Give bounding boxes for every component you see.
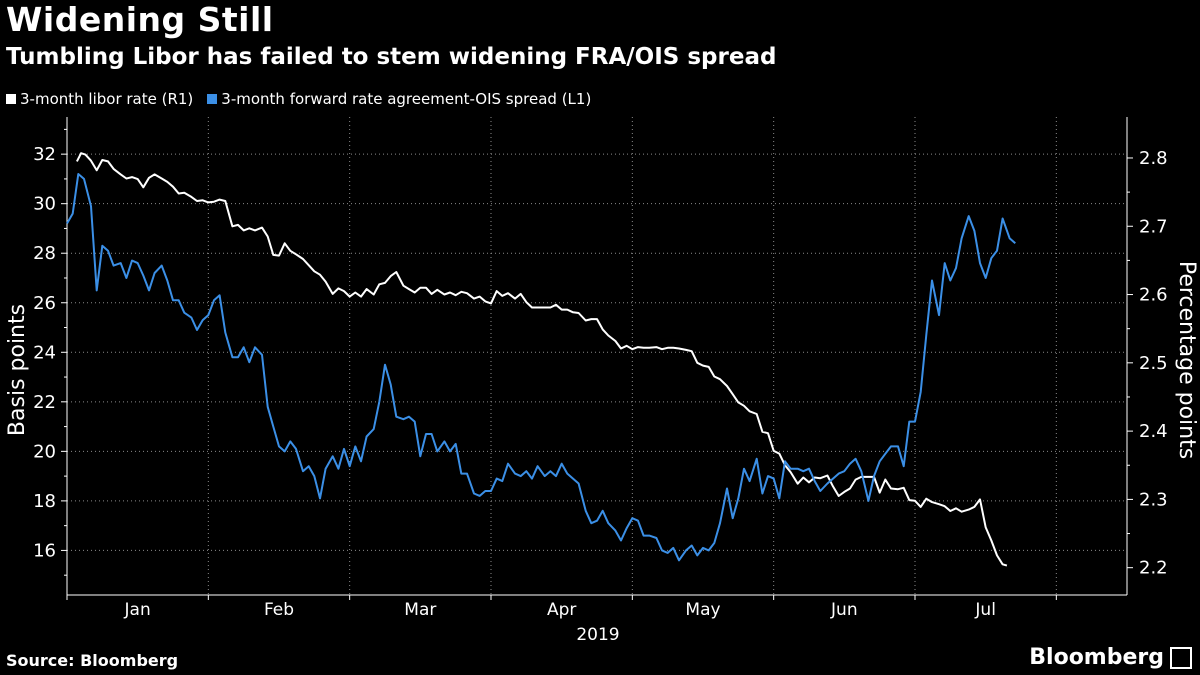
y-right-tick-label: 2.4 bbox=[1139, 421, 1168, 442]
source-note: Source: Bloomberg bbox=[6, 651, 179, 670]
grid bbox=[67, 117, 1127, 595]
logo-text: Bloomberg bbox=[1029, 645, 1164, 670]
legend-label-spread: 3-month forward rate agreement-OIS sprea… bbox=[221, 90, 592, 108]
libor-rate-line bbox=[76, 152, 1008, 567]
y-axis-right-label: Percentage points bbox=[1174, 261, 1199, 459]
y-left-tick-label: 26 bbox=[33, 293, 56, 314]
y-left-tick-label: 28 bbox=[33, 243, 56, 264]
series-lines bbox=[66, 152, 1016, 567]
y-left-tick-label: 24 bbox=[33, 342, 56, 363]
y-axis-left-label: Basis points bbox=[5, 304, 30, 436]
axes: 16 18 20 22 24 26 28 30 32 2.2 2.3 2.4 2.5 2.6 2.7 2.8 J… bbox=[33, 117, 1168, 620]
x-tick-label: Apr bbox=[547, 600, 576, 620]
legend-label-libor: 3-month libor rate (R1) bbox=[20, 90, 194, 108]
chart-subtitle: Tumbling Libor has failed to stem wideni… bbox=[6, 44, 777, 70]
x-tick-label: Jun bbox=[830, 600, 858, 620]
y-left-tick-label: 30 bbox=[33, 194, 56, 215]
y-left-tick-label: 22 bbox=[33, 392, 56, 413]
chart-title: Widening Still bbox=[6, 0, 274, 39]
y-left-tick-label: 20 bbox=[33, 441, 56, 462]
fra-ois-spread-line bbox=[66, 173, 1016, 562]
legend-item-spread: 3-month forward rate agreement-OIS sprea… bbox=[207, 90, 591, 108]
y-right-tick-label: 2.7 bbox=[1139, 216, 1168, 237]
x-axis-label: 2019 bbox=[576, 625, 619, 645]
y-left-tick-label: 18 bbox=[33, 491, 56, 512]
legend-swatch-libor bbox=[6, 94, 16, 104]
bloomberg-logo: Bloomberg bbox=[1029, 645, 1192, 670]
y-left-tick-label: 32 bbox=[33, 144, 56, 165]
y-right-tick-label: 2.6 bbox=[1139, 285, 1168, 306]
x-tick-label: Jul bbox=[974, 600, 996, 620]
y-left-tick-label: 16 bbox=[33, 540, 56, 561]
y-right-tick-label: 2.2 bbox=[1139, 558, 1168, 579]
x-tick-label: Feb bbox=[264, 600, 294, 620]
legend: 3-month libor rate (R1) 3-month forward … bbox=[6, 90, 605, 108]
y-right-tick-label: 2.8 bbox=[1139, 148, 1168, 169]
x-tick-label: Jan bbox=[124, 600, 151, 620]
x-tick-label: May bbox=[685, 600, 720, 620]
y-right-tick-label: 2.3 bbox=[1139, 489, 1168, 510]
legend-item-libor: 3-month libor rate (R1) bbox=[6, 90, 193, 108]
bloomberg-mark-icon bbox=[1170, 646, 1192, 669]
x-tick-label: Mar bbox=[404, 600, 436, 620]
legend-swatch-spread bbox=[207, 94, 218, 104]
y-right-tick-label: 2.5 bbox=[1139, 353, 1168, 374]
